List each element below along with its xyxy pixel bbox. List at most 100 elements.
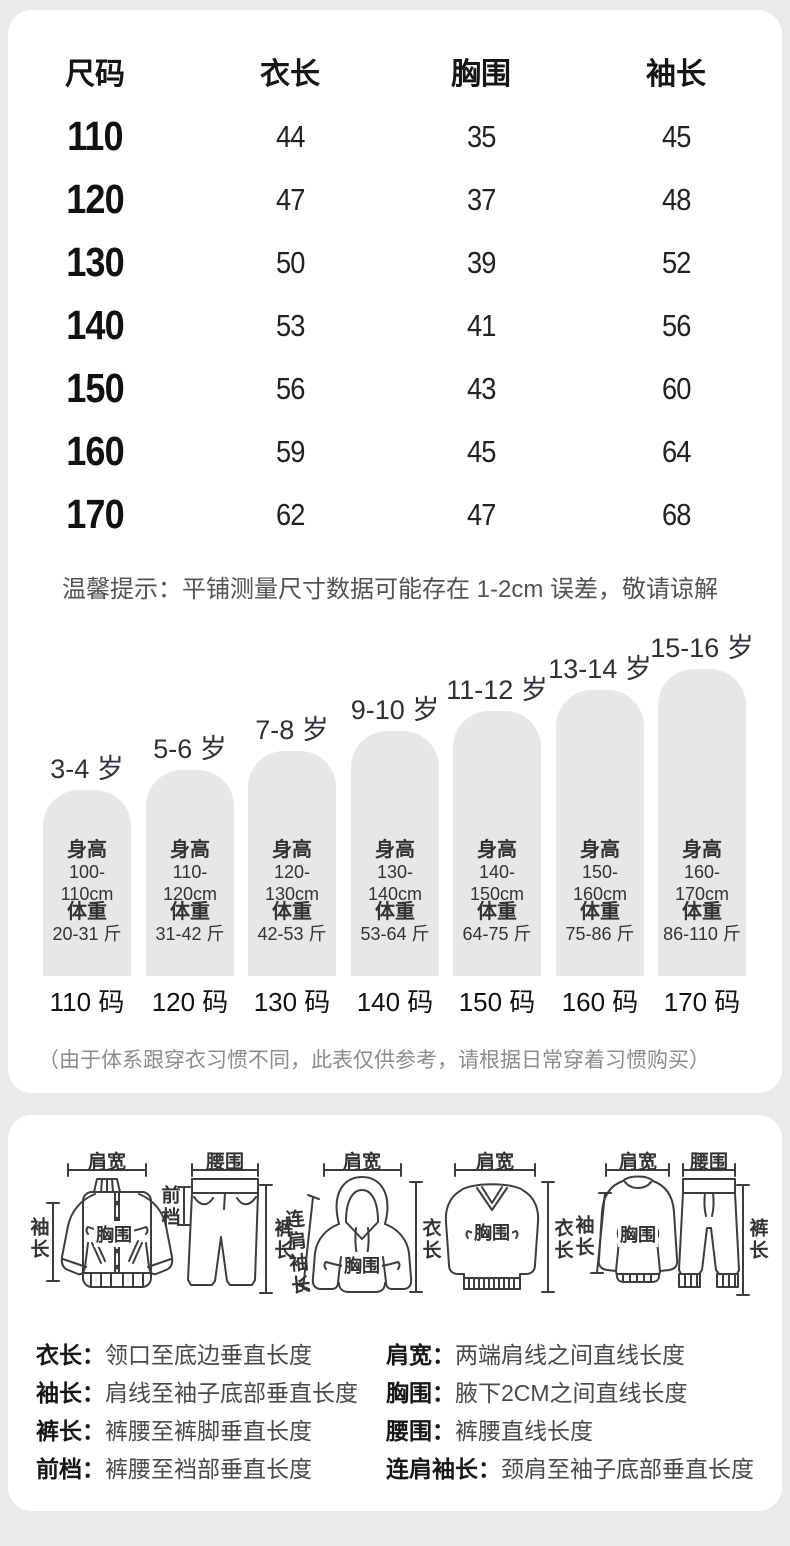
sweatshirt-chest-label: 胸围 [618,1221,658,1247]
height-range: 140-150cm [469,862,525,904]
table-cell-sleeve: 60 [661,371,691,406]
table-cell-chest: 47 [466,497,496,532]
sweatshirt-shoulder-width-label: 肩宽 [618,1152,658,1173]
height-label: 身高 [477,839,517,861]
hoodie-chest-label: 胸围 [342,1252,382,1278]
jogger-length-label: 裤长 [746,1218,768,1262]
table-column-length: 衣长 44 47 50 53 56 59 62 [260,45,320,546]
age-bar: 身高 110-120cm 体重 31-42 斤 [146,770,234,976]
weight-range: 86-110 斤 [663,924,741,944]
pants-front-rise-label: 前档 [158,1185,180,1229]
table-cell-size: 110 [67,113,123,159]
height-label: 身高 [272,839,312,861]
table-cell-sleeve: 52 [661,245,691,280]
size-code-label: 140 码 [356,987,434,1017]
height-label: 身高 [170,839,210,861]
sweater-shoulder-width-label: 肩宽 [475,1152,515,1173]
size-code-label: 110 码 [49,987,125,1017]
height-range: 130-140cm [367,862,423,904]
definition-raglan-sleeve: 连肩袖长：颈肩至袖子底部垂直长度 [386,1456,754,1482]
table-cell-size: 120 [66,176,124,222]
table-column-size: 尺码 110 120 130 140 150 160 170 [62,45,127,546]
table-column-chest: 胸围 35 37 39 41 43 45 47 [451,45,511,546]
table-cell-size: 170 [66,491,124,537]
table-cell-sleeve: 48 [661,182,691,217]
table-cell-length: 50 [275,245,305,280]
table-cell-length: 53 [275,308,305,343]
size-code-label: 160 码 [561,987,639,1017]
table-cell-size: 160 [66,428,124,474]
table-cell-chest: 37 [466,182,496,217]
height-label: 身高 [580,839,620,861]
column-header-sleeve: 袖长 [646,58,706,91]
size-code-label: 120 码 [151,987,229,1017]
height-label: 身高 [682,839,722,861]
table-cell-size: 150 [66,365,124,411]
table-cell-length: 44 [275,119,305,154]
table-cell-chest: 43 [466,371,496,406]
age-bar: 身高 130-140cm 体重 53-64 斤 [351,731,439,976]
size-code-label: 170 码 [663,987,741,1017]
definition-chest: 胸围：腋下2CM之间直线长度 [386,1380,688,1406]
weight-range: 53-64 斤 [360,924,430,944]
age-bar: 身高 140-150cm 体重 64-75 斤 [453,711,541,976]
definition-garment-length: 衣长：领口至底边垂直长度 [36,1342,312,1368]
age-range-label: 11-12 岁 [446,675,548,705]
weight-label: 体重 [375,901,415,923]
height-range: 160-170cm [674,862,730,904]
weight-label: 体重 [477,901,517,923]
column-header-chest: 胸围 [451,58,511,91]
age-range-label: 7-8 岁 [255,715,329,745]
sweater-chest-label: 胸围 [472,1219,512,1245]
weight-label: 体重 [682,901,722,923]
measure-tolerance-tip: 温馨提示：平铺测量尺寸数据可能存在 1-2cm 误差，敬请谅解 [62,576,719,603]
definition-waist: 腰围：裤腰直线长度 [386,1418,593,1444]
definition-shoulder-width: 肩宽：两端肩线之间直线长度 [386,1342,685,1368]
weight-label: 体重 [580,901,620,923]
jacket-shoulder-width-label: 肩宽 [87,1152,127,1173]
age-range-label: 15-16 岁 [650,633,754,663]
table-column-sleeve: 袖长 45 48 52 56 60 64 68 [646,45,706,546]
age-bar: 身高 160-170cm 体重 86-110 斤 [658,669,746,976]
table-cell-chest: 35 [466,119,496,154]
table-cell-sleeve: 56 [661,308,691,343]
table-cell-length: 47 [275,182,305,217]
pants-waist-label: 腰围 [205,1152,245,1173]
column-header-size: 尺码 [64,58,125,91]
garment-diagrams [46,1163,750,1296]
height-range: 110-120cm [162,862,218,904]
age-bar: 身高 150-160cm 体重 75-86 斤 [556,690,644,976]
jacket-sleeve-length-label: 袖长 [27,1217,49,1261]
size-code-label: 130 码 [253,987,331,1017]
age-range-label: 5-6 岁 [153,734,227,764]
weight-range: 20-31 斤 [52,924,122,944]
definition-front-rise: 前档：裤腰至裆部垂直长度 [36,1456,312,1482]
weight-label: 体重 [170,901,210,923]
weight-range: 64-75 斤 [462,924,532,944]
height-label: 身高 [67,839,107,861]
age-range-label: 3-4 岁 [50,754,124,784]
table-cell-length: 56 [275,371,305,406]
age-bar: 身高 120-130cm 体重 42-53 斤 [248,751,336,976]
height-range: 120-130cm [264,862,320,904]
hoodie-diagram [297,1163,423,1293]
table-cell-size: 130 [66,239,124,285]
weight-range: 75-86 斤 [565,924,635,944]
pants-length-label: 裤长 [271,1218,293,1262]
weight-range: 31-42 斤 [155,924,225,944]
age-bar: 身高 100-110cm 体重 20-31 斤 [43,790,131,976]
table-cell-chest: 45 [466,434,496,469]
table-cell-sleeve: 64 [661,434,691,469]
table-cell-sleeve: 68 [661,497,691,532]
definition-pants-length: 裤长：裤腰至裤脚垂直长度 [36,1418,312,1444]
weight-label: 体重 [67,901,107,923]
table-cell-length: 59 [275,434,305,469]
jogger-waist-label: 腰围 [689,1152,729,1173]
definition-sleeve-length: 袖长：肩线至袖子底部垂直长度 [36,1380,358,1406]
height-label: 身高 [375,839,415,861]
size-table-card: 尺码 110 120 130 140 150 160 170 衣长 44 47 … [8,10,782,1093]
table-cell-length: 62 [275,497,305,532]
age-range-label: 13-14 岁 [548,654,652,684]
jacket-chest-label: 胸围 [94,1221,134,1247]
